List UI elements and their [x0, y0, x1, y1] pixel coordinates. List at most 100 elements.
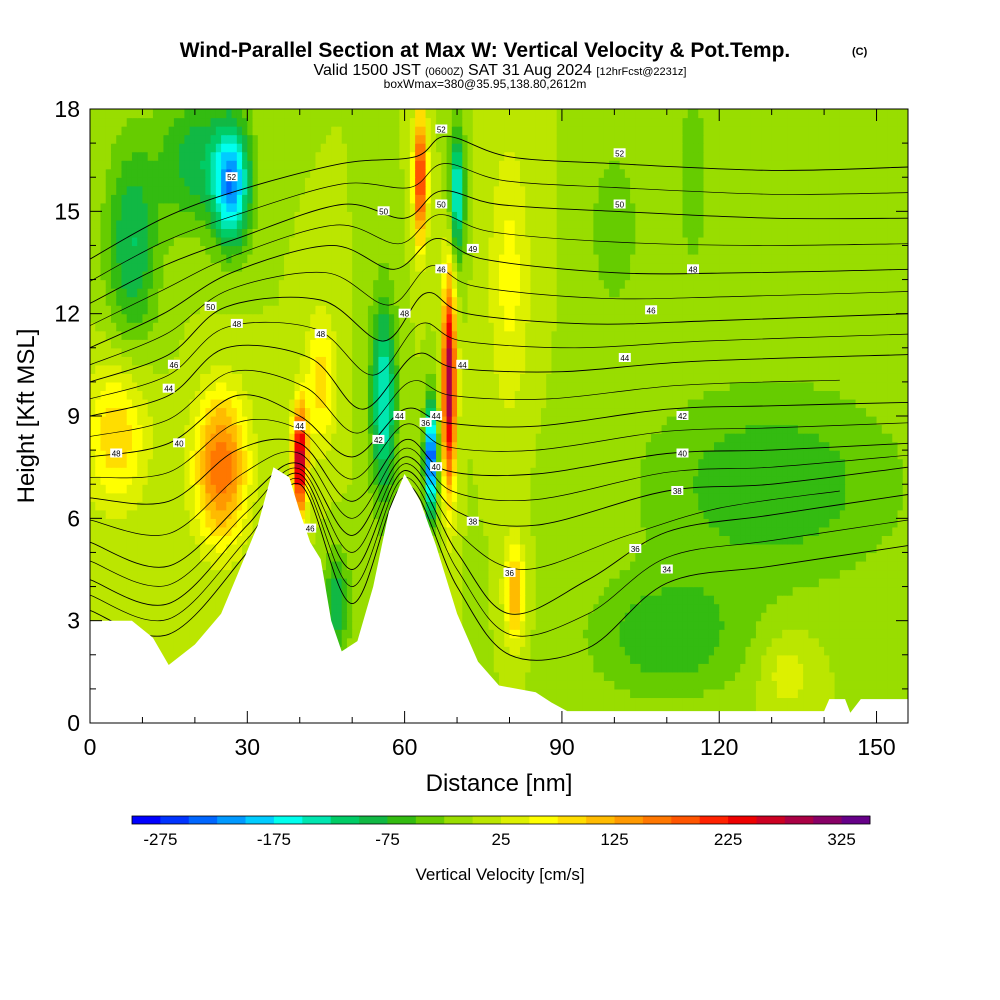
w-cell: [488, 586, 495, 596]
w-cell: [593, 492, 600, 502]
w-cell: [603, 612, 610, 622]
w-cell: [734, 492, 741, 502]
w-cell: [425, 475, 432, 485]
w-cell: [771, 646, 778, 656]
w-cell: [797, 484, 804, 494]
w-cell: [713, 560, 720, 571]
w-cell: [876, 543, 883, 554]
w-cell: [504, 475, 511, 485]
w-cell: [834, 492, 841, 502]
w-cell: [787, 671, 794, 681]
w-cell: [546, 663, 553, 673]
w-cell: [173, 646, 180, 656]
w-cell: [525, 578, 532, 588]
w-cell: [672, 501, 678, 511]
w-cell: [572, 629, 579, 639]
w-cell: [451, 586, 458, 596]
w-cell: [703, 543, 710, 554]
w-cell: [729, 475, 736, 485]
w-cell: [624, 697, 631, 707]
w-cell: [661, 612, 668, 622]
w-cell: [598, 578, 605, 588]
w-cell: [866, 620, 872, 630]
w-cell: [719, 578, 726, 588]
w-cell: [845, 484, 851, 494]
w-cell: [121, 560, 128, 571]
w-cell: [116, 518, 123, 528]
w-cell: [184, 637, 191, 647]
w-cell: [483, 603, 490, 613]
w-cell: [750, 663, 757, 673]
w-cell: [90, 535, 96, 545]
w-cell: [467, 612, 474, 622]
w-cell: [750, 518, 757, 528]
w-cell: [839, 509, 846, 519]
w-cell: [210, 509, 217, 519]
w-cell: [572, 458, 579, 468]
w-cell: [499, 654, 505, 664]
w-cell: [792, 535, 799, 545]
w-cell: [609, 578, 615, 588]
w-cell: [630, 620, 636, 630]
w-cell: [818, 484, 825, 494]
w-cell: [619, 620, 626, 630]
w-cell: [724, 586, 731, 596]
w-cell: [362, 501, 369, 511]
w-cell: [152, 629, 159, 639]
w-cell: [808, 569, 815, 579]
w-cell: [299, 492, 306, 502]
w-cell: [152, 509, 159, 519]
w-cell: [603, 560, 610, 571]
w-cell: [525, 586, 532, 596]
w-cell: [624, 458, 631, 468]
w-cell: [331, 475, 338, 485]
w-cell: [121, 509, 128, 519]
w-cell: [666, 646, 673, 656]
w-cell: [860, 671, 867, 681]
w-cell: [525, 518, 532, 528]
w-cell: [824, 475, 830, 485]
w-cell: [871, 620, 878, 630]
w-cell: [588, 697, 594, 707]
w-cell: [619, 586, 626, 596]
w-cell: [336, 629, 343, 639]
w-cell: [200, 543, 206, 554]
w-cell: [567, 586, 574, 596]
w-cell: [740, 646, 747, 656]
w-cell: [845, 595, 851, 605]
w-cell: [561, 518, 568, 528]
w-cell: [588, 671, 594, 681]
w-cell: [514, 646, 521, 656]
w-cell: [105, 569, 112, 579]
w-cell: [687, 543, 694, 554]
w-cell: [137, 475, 144, 485]
w-cell: [561, 620, 568, 630]
w-cell: [567, 560, 574, 571]
w-cell: [813, 603, 820, 613]
w-cell: [818, 697, 825, 707]
w-cell: [514, 535, 521, 545]
w-cell: [236, 450, 243, 460]
w-cell: [556, 509, 563, 519]
w-cell: [677, 526, 684, 536]
w-cell: [200, 629, 206, 639]
w-cell: [708, 484, 715, 494]
w-cell: [467, 509, 474, 519]
w-cell: [871, 484, 878, 494]
w-cell: [179, 518, 185, 528]
w-cell: [698, 560, 705, 571]
w-cell: [892, 467, 899, 477]
w-cell: [499, 620, 505, 630]
w-cell: [745, 492, 752, 502]
w-cell: [776, 552, 783, 562]
w-cell: [803, 595, 809, 605]
w-cell: [263, 484, 269, 494]
w-cell: [881, 646, 888, 656]
w-cell: [556, 603, 563, 613]
w-cell: [404, 450, 411, 460]
w-cell: [478, 595, 484, 605]
w-cell: [572, 492, 579, 502]
w-cell: [90, 475, 96, 485]
w-cell: [666, 578, 673, 588]
w-cell: [734, 569, 741, 579]
